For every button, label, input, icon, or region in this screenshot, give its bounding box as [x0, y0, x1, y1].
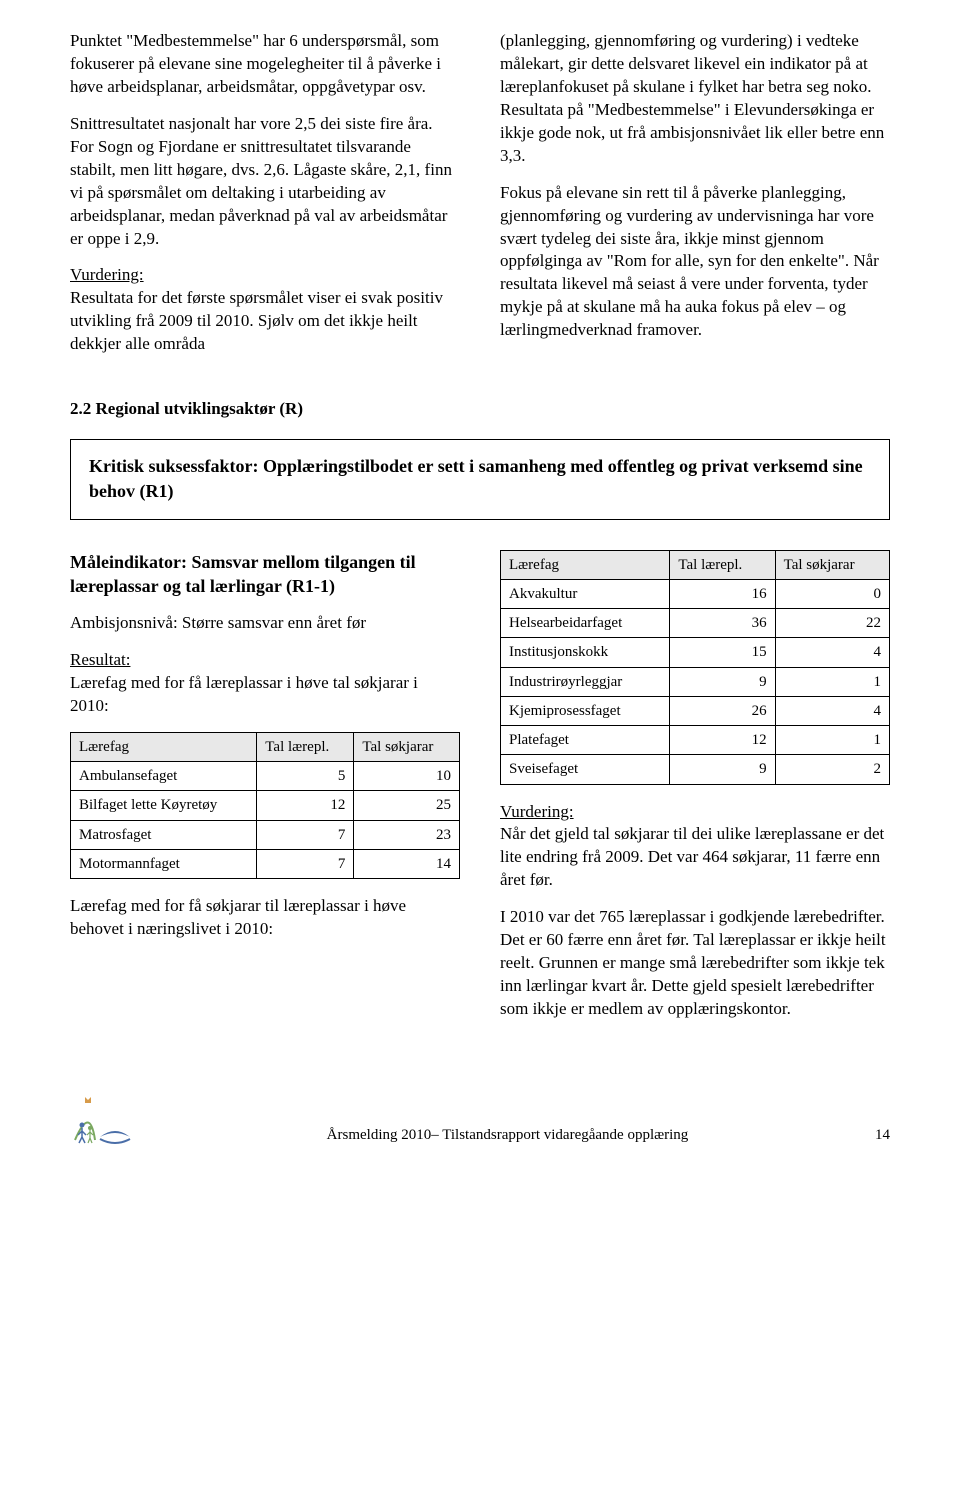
td: 25	[354, 791, 460, 820]
top-columns: Punktet "Medbestemmelse" har 6 underspør…	[70, 30, 890, 370]
boxed-text: Kritisk suksessfaktor: Opplæringstilbode…	[89, 454, 871, 504]
table-row: Platefaget121	[501, 726, 890, 755]
td: Platefaget	[501, 726, 670, 755]
table-row: Kjemiprosessfaget264	[501, 696, 890, 725]
td: 5	[257, 762, 354, 791]
vurdering-label: Vurdering:	[70, 265, 144, 284]
table-row: Motormannfaget714	[71, 849, 460, 878]
table-row: Institusjonskokk154	[501, 638, 890, 667]
para: Vurdering: Resultata for det første spør…	[70, 264, 460, 356]
top-left-col: Punktet "Medbestemmelse" har 6 underspør…	[70, 30, 460, 370]
table-2: Lærefag Tal lærepl. Tal søkjarar Akvakul…	[500, 550, 890, 785]
footer-logo-icon	[70, 1095, 140, 1145]
td: 10	[354, 762, 460, 791]
para: Snittresultatet nasjonalt har vore 2,5 d…	[70, 113, 460, 251]
td: Kjemiprosessfaget	[501, 696, 670, 725]
td: Motormannfaget	[71, 849, 257, 878]
td: 12	[257, 791, 354, 820]
table-row: Helsearbeidarfaget3622	[501, 609, 890, 638]
footer: Årsmelding 2010– Tilstandsrapport vidare…	[70, 1095, 890, 1157]
td: 1	[775, 726, 889, 755]
para-text: Når det gjeld tal søkjarar til dei ulike…	[500, 824, 884, 889]
th: Lærefag	[501, 550, 670, 579]
td: 0	[775, 579, 889, 608]
para-text: Resultata for det første spørsmålet vise…	[70, 288, 443, 353]
lower-right-col: Lærefag Tal lærepl. Tal søkjarar Akvakul…	[500, 550, 890, 1035]
table-row: Sveisefaget92	[501, 755, 890, 784]
td: 22	[775, 609, 889, 638]
indicator-heading: Måleindikator: Samsvar mellom tilgangen …	[70, 550, 460, 599]
th: Tal lærepl.	[257, 732, 354, 761]
td: 12	[670, 726, 775, 755]
td: 1	[775, 667, 889, 696]
para: Punktet "Medbestemmelse" har 6 underspør…	[70, 30, 460, 99]
td: 4	[775, 638, 889, 667]
vurdering-label: Vurdering:	[500, 802, 574, 821]
td: Industrirøyrleggjar	[501, 667, 670, 696]
lower-left-col: Måleindikator: Samsvar mellom tilgangen …	[70, 550, 460, 1035]
footer-text: Årsmelding 2010– Tilstandsrapport vidare…	[152, 1125, 863, 1145]
footer-page-number: 14	[875, 1125, 890, 1145]
para-text: Lærefag med for få læreplassar i høve ta…	[70, 673, 418, 715]
boxed-callout: Kritisk suksessfaktor: Opplæringstilbode…	[70, 439, 890, 519]
th: Tal søkjarar	[775, 550, 889, 579]
td: Sveisefaget	[501, 755, 670, 784]
td: 16	[670, 579, 775, 608]
td: 9	[670, 755, 775, 784]
table-row: Ambulansefaget510	[71, 762, 460, 791]
td: 36	[670, 609, 775, 638]
td: Matrosfaget	[71, 820, 257, 849]
td: Akvakultur	[501, 579, 670, 608]
td: 15	[670, 638, 775, 667]
section-heading: 2.2 Regional utviklingsaktør (R)	[70, 398, 890, 421]
td: 2	[775, 755, 889, 784]
td: 23	[354, 820, 460, 849]
td: Ambulansefaget	[71, 762, 257, 791]
td: 26	[670, 696, 775, 725]
resultat-label: Resultat:	[70, 650, 130, 669]
table-row: Industrirøyrleggjar91	[501, 667, 890, 696]
td: Bilfaget lette Køyretøy	[71, 791, 257, 820]
para: (planlegging, gjennomføring og vurdering…	[500, 30, 890, 168]
td: 9	[670, 667, 775, 696]
th: Lærefag	[71, 732, 257, 761]
th: Tal søkjarar	[354, 732, 460, 761]
td: Institusjonskokk	[501, 638, 670, 667]
table-1: Lærefag Tal lærepl. Tal søkjarar Ambulan…	[70, 732, 460, 879]
table-row: Bilfaget lette Køyretøy1225	[71, 791, 460, 820]
td: 14	[354, 849, 460, 878]
top-right-col: (planlegging, gjennomføring og vurdering…	[500, 30, 890, 370]
para: Resultat: Lærefag med for få læreplassar…	[70, 649, 460, 718]
para: Lærefag med for få søkjarar til læreplas…	[70, 895, 460, 941]
td: Helsearbeidarfaget	[501, 609, 670, 638]
para: Vurdering: Når det gjeld tal søkjarar ti…	[500, 801, 890, 893]
td: 4	[775, 696, 889, 725]
para: Fokus på elevane sin rett til å påverke …	[500, 182, 890, 343]
table-row: Matrosfaget723	[71, 820, 460, 849]
lower-columns: Måleindikator: Samsvar mellom tilgangen …	[70, 550, 890, 1035]
para: I 2010 var det 765 læreplassar i godkjen…	[500, 906, 890, 1021]
td: 7	[257, 849, 354, 878]
table-row: Akvakultur160	[501, 579, 890, 608]
th: Tal lærepl.	[670, 550, 775, 579]
td: 7	[257, 820, 354, 849]
para: Ambisjonsnivå: Større samsvar enn året f…	[70, 612, 460, 635]
